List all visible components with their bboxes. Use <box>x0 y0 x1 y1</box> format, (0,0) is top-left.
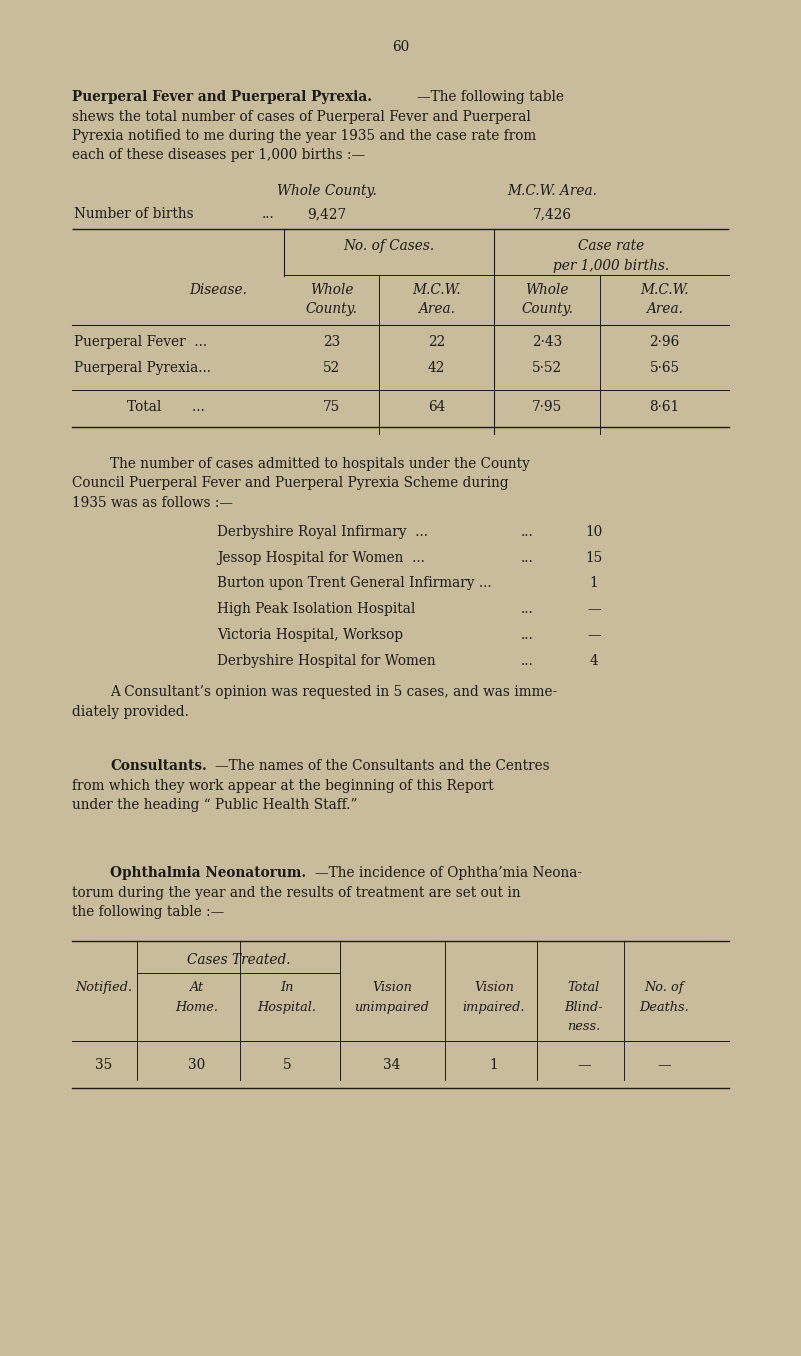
Text: Whole: Whole <box>310 282 353 297</box>
Text: Council Puerperal Fever and Puerperal Pyrexia Scheme during: Council Puerperal Fever and Puerperal Py… <box>72 476 509 490</box>
Text: ...: ... <box>521 654 533 667</box>
Text: 1935 was as follows :—: 1935 was as follows :— <box>72 495 233 510</box>
Text: 42: 42 <box>428 361 445 374</box>
Text: The number of cases admitted to hospitals under the County: The number of cases admitted to hospital… <box>110 457 530 471</box>
Text: 4: 4 <box>590 654 598 667</box>
Text: —: — <box>578 1059 591 1073</box>
Text: unimpaired: unimpaired <box>355 1001 429 1013</box>
Text: diately provided.: diately provided. <box>72 705 189 719</box>
Text: Total: Total <box>568 980 600 994</box>
Text: 7,426: 7,426 <box>533 207 571 221</box>
Text: Whole County.: Whole County. <box>277 183 377 198</box>
Text: ...: ... <box>262 207 275 221</box>
Text: Pyrexia notified to me during the year 1935 and the case rate from: Pyrexia notified to me during the year 1… <box>72 129 536 142</box>
Text: 2·43: 2·43 <box>532 335 562 350</box>
Text: ...: ... <box>521 602 533 616</box>
Text: At: At <box>190 980 204 994</box>
Text: 5·65: 5·65 <box>650 361 679 374</box>
Text: 23: 23 <box>323 335 340 350</box>
Text: —The names of the Consultants and the Centres: —The names of the Consultants and the Ce… <box>215 759 549 773</box>
Text: ...: ... <box>521 628 533 641</box>
Text: —The following table: —The following table <box>417 89 564 104</box>
Text: 52: 52 <box>323 361 340 374</box>
Text: Derbyshire Royal Infirmary  ...: Derbyshire Royal Infirmary ... <box>217 525 428 538</box>
Text: —: — <box>587 628 601 641</box>
Text: Vision: Vision <box>372 980 412 994</box>
Text: Case rate: Case rate <box>578 240 645 254</box>
Text: Notified.: Notified. <box>75 980 132 994</box>
Text: Total       ...: Total ... <box>127 400 205 414</box>
Text: ...: ... <box>521 551 533 564</box>
Text: Derbyshire Hospital for Women: Derbyshire Hospital for Women <box>217 654 436 667</box>
Text: 10: 10 <box>586 525 602 538</box>
Text: Puerperal Pyrexia...: Puerperal Pyrexia... <box>74 361 211 374</box>
Text: 35: 35 <box>95 1059 113 1073</box>
Text: 1: 1 <box>590 576 598 590</box>
Text: Deaths.: Deaths. <box>639 1001 689 1013</box>
Text: Jessop Hospital for Women  ...: Jessop Hospital for Women ... <box>217 551 425 564</box>
Text: 2·96: 2·96 <box>650 335 679 350</box>
Text: 75: 75 <box>323 400 340 414</box>
Text: from which they work appear at the beginning of this Report: from which they work appear at the begin… <box>72 778 493 793</box>
Text: Burton upon Trent General Infirmary ...: Burton upon Trent General Infirmary ... <box>217 576 492 590</box>
Text: —: — <box>587 602 601 616</box>
Text: No. of: No. of <box>644 980 684 994</box>
Text: ness.: ness. <box>567 1020 601 1033</box>
Text: —: — <box>657 1059 670 1073</box>
Text: 9,427: 9,427 <box>308 207 347 221</box>
Text: Puerperal Fever  ...: Puerperal Fever ... <box>74 335 207 350</box>
Text: —The incidence of Ophtha’mia Neona-: —The incidence of Ophtha’mia Neona- <box>315 866 582 880</box>
Text: the following table :—: the following table :— <box>72 906 224 919</box>
Text: Number of births: Number of births <box>74 207 194 221</box>
Text: Consultants.: Consultants. <box>110 759 207 773</box>
Text: 5·52: 5·52 <box>532 361 562 374</box>
Text: Puerperal Fever and Puerperal Pyrexia.: Puerperal Fever and Puerperal Pyrexia. <box>72 89 372 104</box>
Text: Disease.: Disease. <box>189 282 247 297</box>
Text: Blind-: Blind- <box>565 1001 603 1013</box>
Text: Ophthalmia Neonatorum.: Ophthalmia Neonatorum. <box>110 866 306 880</box>
Text: torum during the year and the results of treatment are set out in: torum during the year and the results of… <box>72 885 521 900</box>
Text: High Peak Isolation Hospital: High Peak Isolation Hospital <box>217 602 416 616</box>
Text: each of these diseases per 1,000 births :—: each of these diseases per 1,000 births … <box>72 149 365 163</box>
Text: 1: 1 <box>489 1059 498 1073</box>
Text: 7·95: 7·95 <box>532 400 562 414</box>
Text: Hospital.: Hospital. <box>257 1001 316 1013</box>
Text: 5: 5 <box>283 1059 292 1073</box>
Text: 64: 64 <box>428 400 445 414</box>
Text: Cases Treated.: Cases Treated. <box>187 952 290 967</box>
Text: M.C.W.: M.C.W. <box>413 282 461 297</box>
Text: under the heading “ Public Health Staff.”: under the heading “ Public Health Staff.… <box>72 799 357 812</box>
Text: 22: 22 <box>428 335 445 350</box>
Text: 34: 34 <box>384 1059 400 1073</box>
Text: Home.: Home. <box>175 1001 219 1013</box>
Text: shews the total number of cases of Puerperal Fever and Puerperal: shews the total number of cases of Puerp… <box>72 110 531 123</box>
Text: impaired.: impaired. <box>463 1001 525 1013</box>
Text: Victoria Hospital, Worksop: Victoria Hospital, Worksop <box>217 628 403 641</box>
Text: No. of Cases.: No. of Cases. <box>344 240 435 254</box>
Text: 30: 30 <box>188 1059 206 1073</box>
Text: ...: ... <box>521 525 533 538</box>
Text: Area.: Area. <box>418 302 455 316</box>
Text: In: In <box>280 980 294 994</box>
Text: Area.: Area. <box>646 302 683 316</box>
Text: M.C.W. Area.: M.C.W. Area. <box>507 183 597 198</box>
Text: Vision: Vision <box>474 980 514 994</box>
Text: M.C.W.: M.C.W. <box>640 282 689 297</box>
Text: 60: 60 <box>392 39 409 54</box>
Text: 8·61: 8·61 <box>650 400 679 414</box>
Text: per 1,000 births.: per 1,000 births. <box>553 259 670 273</box>
Text: A Consultant’s opinion was requested in 5 cases, and was imme-: A Consultant’s opinion was requested in … <box>110 685 557 700</box>
Text: 15: 15 <box>586 551 602 564</box>
Text: County.: County. <box>521 302 573 316</box>
Text: County.: County. <box>305 302 357 316</box>
Text: Whole: Whole <box>525 282 569 297</box>
